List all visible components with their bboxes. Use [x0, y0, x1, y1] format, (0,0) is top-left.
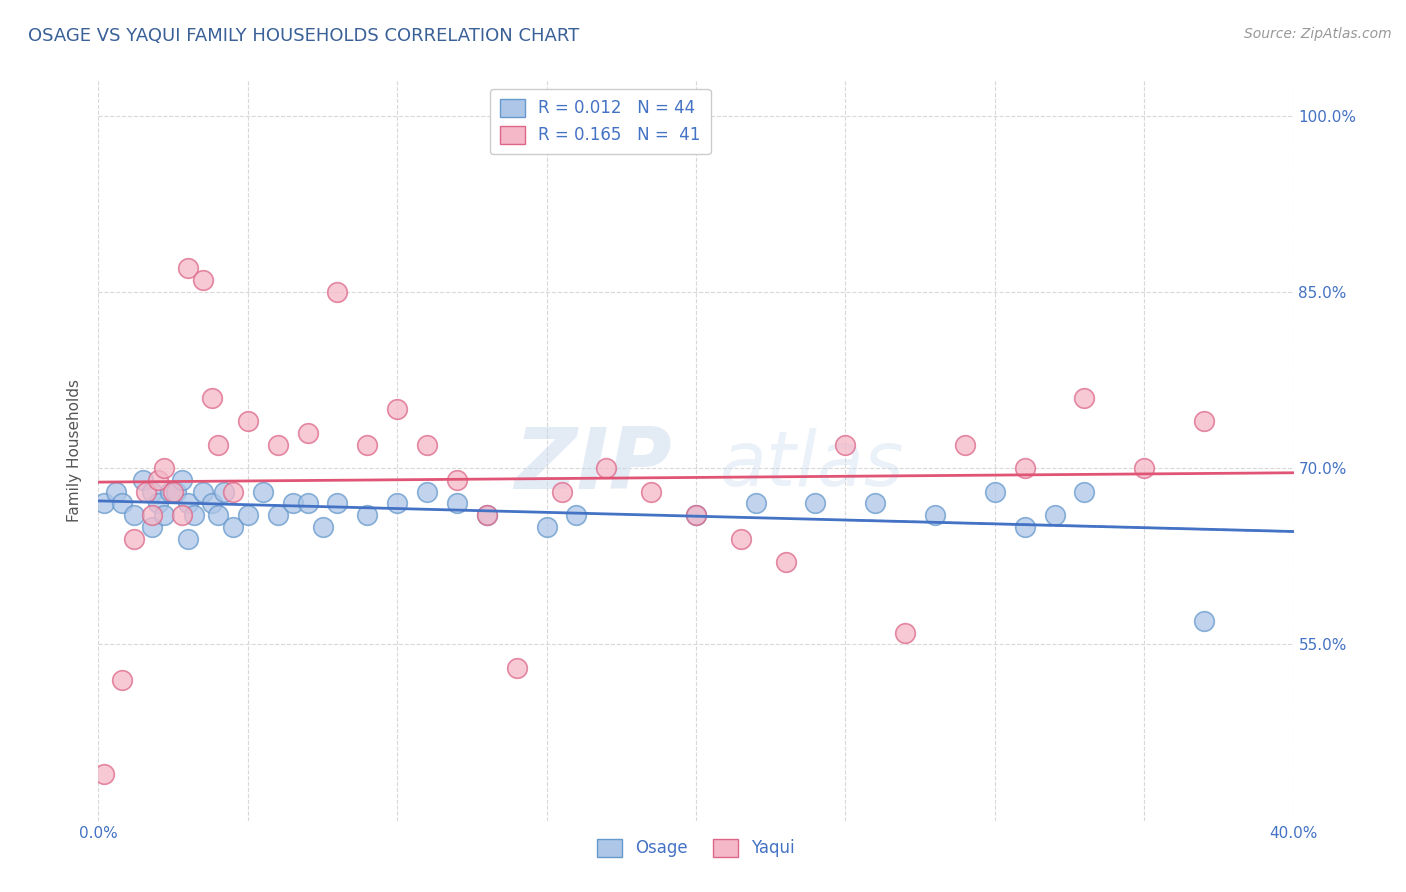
Y-axis label: Family Households: Family Households	[67, 379, 83, 522]
Point	[1043, 508, 1066, 522]
Point	[191, 273, 214, 287]
Point	[111, 673, 134, 687]
Point	[183, 508, 205, 522]
Point	[177, 261, 200, 276]
Point	[730, 532, 752, 546]
Point	[172, 508, 194, 522]
Point	[177, 496, 200, 510]
Text: ZIP: ZIP	[515, 424, 672, 507]
Point	[1014, 461, 1036, 475]
Point	[475, 508, 498, 522]
Point	[446, 496, 468, 510]
Point	[311, 520, 333, 534]
Point	[894, 625, 917, 640]
Point	[159, 484, 181, 499]
Point	[326, 496, 349, 510]
Point	[191, 484, 214, 499]
Point	[177, 532, 200, 546]
Point	[267, 508, 290, 522]
Point	[141, 520, 163, 534]
Point	[565, 508, 588, 522]
Point	[297, 425, 319, 440]
Point	[132, 473, 155, 487]
Point	[281, 496, 304, 510]
Point	[148, 473, 170, 487]
Point	[236, 508, 259, 522]
Point	[222, 484, 245, 499]
Point	[201, 391, 224, 405]
Point	[356, 508, 378, 522]
Point	[1014, 520, 1036, 534]
Point	[207, 437, 229, 451]
Point	[326, 285, 349, 299]
Point	[416, 484, 439, 499]
Point	[640, 484, 662, 499]
Point	[775, 555, 797, 569]
Point	[595, 461, 617, 475]
Point	[252, 484, 274, 499]
Point	[446, 473, 468, 487]
Point	[141, 484, 163, 499]
Point	[162, 484, 184, 499]
Point	[93, 496, 115, 510]
Point	[148, 496, 170, 510]
Point	[536, 520, 558, 534]
Point	[475, 508, 498, 522]
Point	[1073, 484, 1095, 499]
Point	[135, 484, 157, 499]
Point	[212, 484, 235, 499]
Point	[804, 496, 827, 510]
Point	[953, 437, 976, 451]
Point	[105, 484, 128, 499]
Point	[356, 437, 378, 451]
Point	[1192, 614, 1215, 628]
Point	[506, 661, 529, 675]
Point	[1073, 391, 1095, 405]
Point	[297, 496, 319, 510]
Point	[1133, 461, 1156, 475]
Point	[984, 484, 1007, 499]
Point	[385, 402, 409, 417]
Point	[141, 508, 163, 522]
Point	[124, 508, 146, 522]
Point	[745, 496, 768, 510]
Point	[207, 508, 229, 522]
Point	[222, 520, 245, 534]
Point	[685, 508, 707, 522]
Point	[111, 496, 134, 510]
Text: OSAGE VS YAQUI FAMILY HOUSEHOLDS CORRELATION CHART: OSAGE VS YAQUI FAMILY HOUSEHOLDS CORRELA…	[28, 27, 579, 45]
Point	[550, 484, 572, 499]
Point	[385, 496, 409, 510]
Point	[153, 508, 176, 522]
Text: Source: ZipAtlas.com: Source: ZipAtlas.com	[1244, 27, 1392, 41]
Point	[924, 508, 946, 522]
Point	[153, 461, 176, 475]
Point	[685, 508, 707, 522]
Legend: Osage, Yaqui: Osage, Yaqui	[591, 832, 801, 864]
Point	[201, 496, 224, 510]
Point	[93, 766, 115, 780]
Point	[172, 473, 194, 487]
Point	[865, 496, 887, 510]
Point	[124, 532, 146, 546]
Point	[236, 414, 259, 428]
Point	[165, 484, 187, 499]
Point	[267, 437, 290, 451]
Point	[416, 437, 439, 451]
Point	[834, 437, 856, 451]
Text: atlas: atlas	[720, 428, 904, 502]
Point	[1192, 414, 1215, 428]
